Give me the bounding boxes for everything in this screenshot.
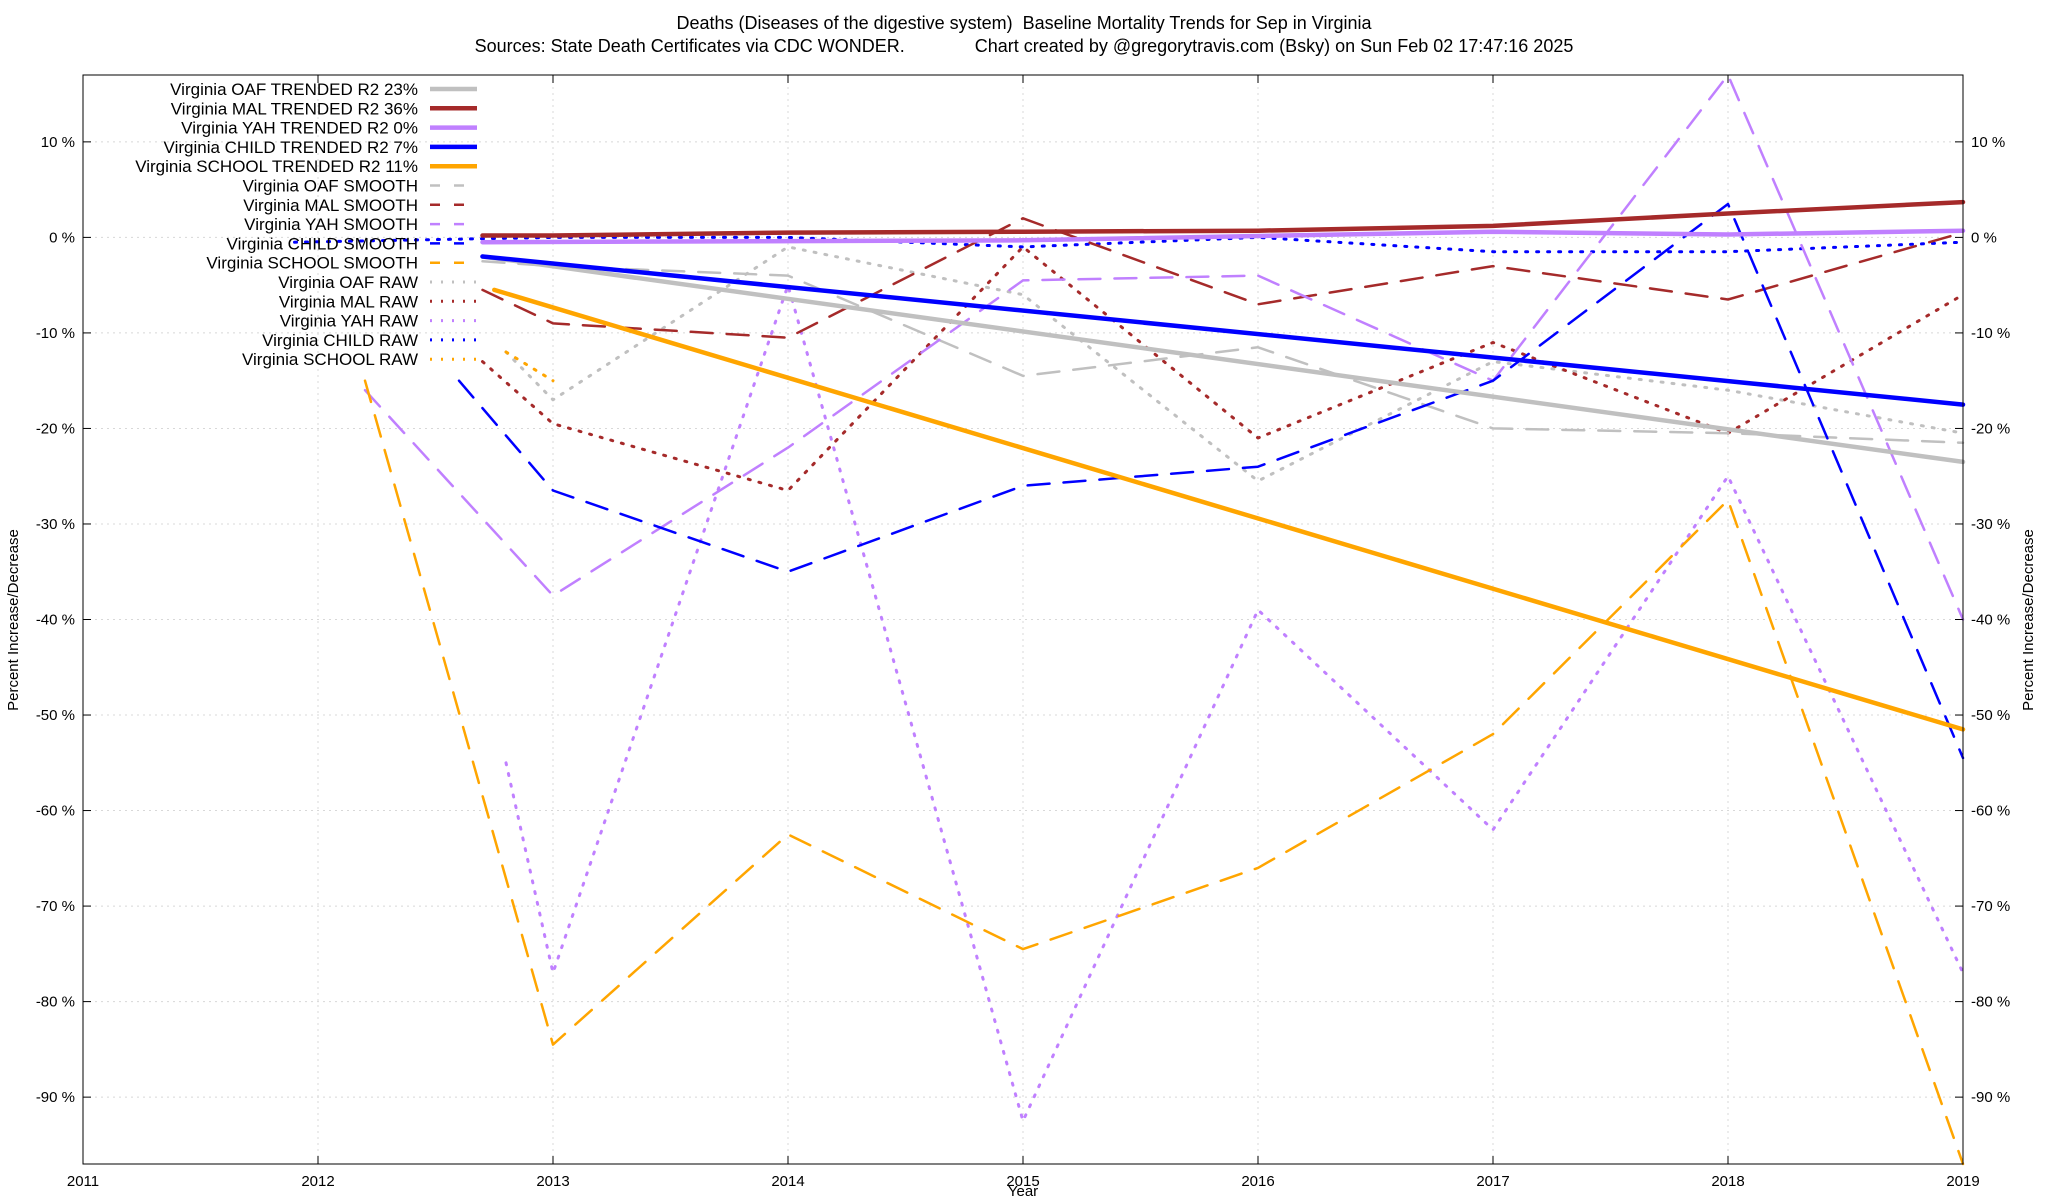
legend-label: Virginia MAL RAW xyxy=(279,292,418,311)
x-tick-label: 2017 xyxy=(1476,1173,1509,1190)
series-line-virginia-school-trended-r2-11 xyxy=(492,287,1966,732)
x-tick-label: 2015 xyxy=(1006,1173,1039,1190)
legend-label: Virginia OAF SMOOTH xyxy=(243,177,418,196)
series-line-virginia-school-raw xyxy=(504,350,555,383)
y2-axis-title: Percent Increase/Decrease xyxy=(2020,529,2037,711)
y-tick-label: -10 % xyxy=(36,325,75,342)
series-line-virginia-child-raw xyxy=(293,235,1965,254)
series-line-virginia-mal-raw xyxy=(481,245,1965,492)
series-line-virginia-yah-trended-r2-0 xyxy=(480,228,1966,245)
y-tick-label: -90 % xyxy=(36,1089,75,1106)
y-tick-label: -70 % xyxy=(36,898,75,915)
y-tick-label: -20 % xyxy=(36,420,75,437)
legend-label: Virginia SCHOOL RAW xyxy=(242,350,418,369)
legend-label: Virginia MAL TRENDED R2 36% xyxy=(171,99,418,118)
legend-label: Virginia CHILD RAW xyxy=(262,331,418,350)
y2-tick-label: -30 % xyxy=(1971,516,2010,533)
y-tick-label: 0 % xyxy=(49,229,75,246)
y2-tick-label: -10 % xyxy=(1971,325,2010,342)
x-tick-label: 2012 xyxy=(301,1173,334,1190)
legend-label: Virginia YAH SMOOTH xyxy=(244,215,418,234)
series-line-virginia-yah-raw xyxy=(504,283,1965,1123)
y-axis-title: Percent Increase/Decrease xyxy=(5,529,22,711)
axis-ticks: 2011 2012 2013 2014 2015 2016 2017 2018 2019 10 %… xyxy=(36,75,2010,1190)
x-tick-label: 2014 xyxy=(771,1173,804,1190)
y-tick-label: -40 % xyxy=(36,612,75,629)
legend-label: Virginia YAH RAW xyxy=(280,312,418,331)
x-tick-label: 2019 xyxy=(1946,1173,1979,1190)
legend-label: Virginia CHILD SMOOTH xyxy=(227,234,418,253)
series-line-virginia-mal-trended-r2-36 xyxy=(480,199,1966,238)
y2-tick-label: -40 % xyxy=(1971,612,2010,629)
x-tick-label: 2016 xyxy=(1241,1173,1274,1190)
y-tick-label: -30 % xyxy=(36,516,75,533)
series-line-virginia-oaf-trended-r2-23 xyxy=(480,254,1966,465)
y2-tick-label: -60 % xyxy=(1971,803,2010,820)
series-lines xyxy=(293,73,1966,1166)
y-tick-label: -50 % xyxy=(36,707,75,724)
x-tick-label: 2013 xyxy=(536,1173,569,1190)
y2-tick-label: 10 % xyxy=(1971,134,2005,151)
legend-label: Virginia CHILD TRENDED R2 7% xyxy=(164,138,418,157)
legend-label: Virginia OAF RAW xyxy=(278,273,418,292)
chart-title: Deaths (Diseases of the digestive system… xyxy=(676,13,1372,33)
legend-label: Virginia SCHOOL SMOOTH xyxy=(206,254,418,273)
legend-label: Virginia OAF TRENDED R2 23% xyxy=(170,80,418,99)
y2-tick-label: -70 % xyxy=(1971,898,2010,915)
y-tick-label: 10 % xyxy=(41,134,75,151)
grid xyxy=(83,75,1963,1164)
chart-subtitle: Sources: State Death Certificates via CD… xyxy=(474,36,1574,56)
y2-tick-label: -90 % xyxy=(1971,1089,2010,1106)
x-tick-label: 2011 xyxy=(67,1173,99,1190)
series-line-virginia-oaf-raw xyxy=(504,245,1965,483)
y-tick-label: -60 % xyxy=(36,803,75,820)
series-line-virginia-child-trended-r2-7 xyxy=(480,254,1966,407)
legend-label: Virginia YAH TRENDED R2 0% xyxy=(181,119,418,138)
series-line-virginia-yah-smooth xyxy=(363,73,1965,621)
y-tick-label: -80 % xyxy=(36,994,75,1011)
x-axis-title: Year xyxy=(1008,1183,1038,1200)
legend-label: Virginia SCHOOL TRENDED R2 11% xyxy=(135,157,418,176)
y2-tick-label: 0 % xyxy=(1971,229,1997,246)
series-line-virginia-school-smooth xyxy=(363,379,1965,1166)
y2-tick-label: -20 % xyxy=(1971,420,2010,437)
y2-tick-label: -50 % xyxy=(1971,707,2010,724)
series-line-virginia-mal-smooth xyxy=(481,217,1965,339)
y2-tick-label: -80 % xyxy=(1971,994,2010,1011)
x-tick-label: 2018 xyxy=(1711,1173,1744,1190)
legend: Virginia OAF TRENDED R2 23%Virginia MAL … xyxy=(135,80,477,369)
legend-label: Virginia MAL SMOOTH xyxy=(243,196,418,215)
